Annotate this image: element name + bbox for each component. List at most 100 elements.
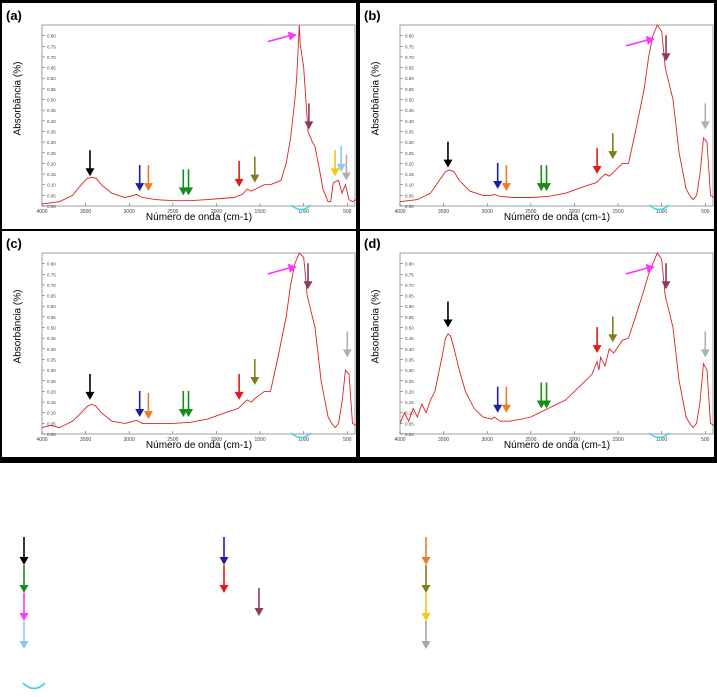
legend-symbol: [219, 565, 229, 593]
y-tick-label: 0.70: [47, 283, 56, 288]
arrow-head: [501, 404, 511, 413]
y-tick-label: 0.80: [47, 262, 56, 267]
legend-symbol: [19, 537, 29, 565]
arrow-head: [143, 183, 153, 192]
peak-arrow: [501, 386, 511, 413]
y-tick-label: 0.65: [47, 66, 56, 71]
y-tick-label: 0.15: [405, 400, 414, 405]
y-tick-label: 0.30: [405, 368, 414, 373]
y-tick-label: 0.10: [405, 183, 414, 188]
x-tick-label: 3000: [482, 209, 493, 215]
x-tick-label: 4000: [36, 209, 47, 215]
arrow-head: [254, 608, 264, 616]
x-tick-label: 3000: [124, 209, 135, 215]
panel-b: 0.00 0.05 0.10 0.15 0.20 0.25 0.30 0.35 0.40 0.45…: [360, 3, 714, 229]
y-tick-label: 0.05: [405, 193, 414, 198]
x-tick-label: 1000: [656, 209, 667, 215]
y-tick-label: 0.50: [47, 326, 56, 331]
y-tick-label: 0.00: [47, 432, 56, 437]
peak-arrow: [234, 160, 244, 187]
arrow-head: [341, 172, 351, 181]
x-tick-label: 2500: [525, 209, 536, 215]
arrow-head: [443, 159, 453, 168]
arrow-head: [608, 151, 618, 160]
arrow-head: [234, 391, 244, 400]
peak-arrow: [85, 150, 95, 177]
y-tick-label: 0.20: [405, 389, 414, 394]
y-tick-label: 0.50: [405, 326, 414, 331]
arrow-head: [342, 349, 352, 358]
x-tick-label: 1000: [298, 437, 309, 443]
peak-arrow: [85, 373, 95, 400]
y-tick-label: 0.50: [405, 98, 414, 103]
legend-symbol: [22, 682, 46, 690]
y-tick-label: 0.25: [47, 151, 56, 156]
peak-arrow: [184, 169, 194, 196]
arrow-head: [143, 411, 153, 420]
y-tick-label: 0.15: [47, 172, 56, 177]
y-tick-label: 0.60: [47, 76, 56, 81]
y-tick-label: 0.35: [405, 129, 414, 134]
arrow-head: [542, 183, 552, 192]
legend: [0, 463, 717, 697]
arrow-shaft: [267, 34, 291, 43]
x-tick-label: 2500: [167, 209, 178, 215]
peak-arrow: [608, 316, 618, 343]
arrow-head: [501, 183, 511, 192]
y-tick-label: 0.75: [47, 272, 56, 277]
arrow-head: [219, 557, 229, 565]
legend-svg: [19, 537, 431, 690]
y-tick-label: 0.45: [47, 108, 56, 113]
peak-arrow: [493, 162, 503, 189]
x-axis-label: Número de onda (cm-1): [145, 212, 253, 223]
arrow-head: [493, 404, 503, 413]
y-tick-label: 0.60: [405, 76, 414, 81]
arrow-head: [184, 408, 194, 417]
arrow-shaft: [267, 267, 291, 275]
y-tick-label: 0.60: [405, 304, 414, 309]
y-tick-label: 0.40: [405, 119, 414, 124]
arrow-head: [700, 349, 710, 358]
arrow-head: [700, 121, 710, 130]
y-tick-label: 0.00: [47, 204, 56, 209]
panel-c: 0.00 0.05 0.10 0.15 0.20 0.25 0.30 0.35 0.40 0.45…: [2, 231, 356, 457]
arrow-head: [330, 168, 340, 177]
peak-arrow: [625, 35, 655, 47]
arrow-head: [287, 263, 297, 273]
x-tick-label: 1500: [254, 437, 265, 443]
x-tick-label: 2000: [211, 437, 222, 443]
y-tick-label: 0.25: [405, 151, 414, 156]
peak-arrow: [592, 327, 602, 354]
panel-label: (b): [364, 8, 381, 23]
arrow-head: [443, 319, 453, 328]
arrow-head: [287, 31, 297, 41]
y-tick-label: 0.75: [405, 44, 414, 49]
y-tick-label: 0.60: [47, 304, 56, 309]
legend-symbol: [421, 565, 431, 593]
peak-arrow: [135, 165, 145, 192]
arrow-head: [85, 391, 95, 400]
arrow-head: [661, 281, 671, 290]
legend-symbol: [19, 565, 29, 593]
legend-symbol: [254, 588, 264, 616]
y-tick-label: 0.45: [405, 336, 414, 341]
peak-arrow: [501, 165, 511, 192]
arrow-head: [645, 263, 655, 273]
y-tick-label: 0.35: [405, 357, 414, 362]
arrow-head: [592, 166, 602, 175]
y-tick-label: 0.55: [405, 315, 414, 320]
x-tick-label: 3500: [438, 437, 449, 443]
arrow-head: [135, 408, 145, 417]
x-tick-label: 1500: [612, 437, 623, 443]
x-tick-label: 3500: [438, 209, 449, 215]
peak-arrow: [267, 263, 297, 275]
arrow-head: [19, 585, 29, 593]
legend-symbol: [19, 593, 29, 621]
y-tick-label: 0.75: [405, 272, 414, 277]
spectrum-line: [399, 24, 714, 203]
x-axis-label: Número de onda (cm-1): [145, 440, 253, 451]
y-tick-label: 0.25: [405, 379, 414, 384]
y-tick-label: 0.35: [47, 357, 56, 362]
legend-symbol: [219, 537, 229, 565]
y-tick-label: 0.10: [47, 411, 56, 416]
